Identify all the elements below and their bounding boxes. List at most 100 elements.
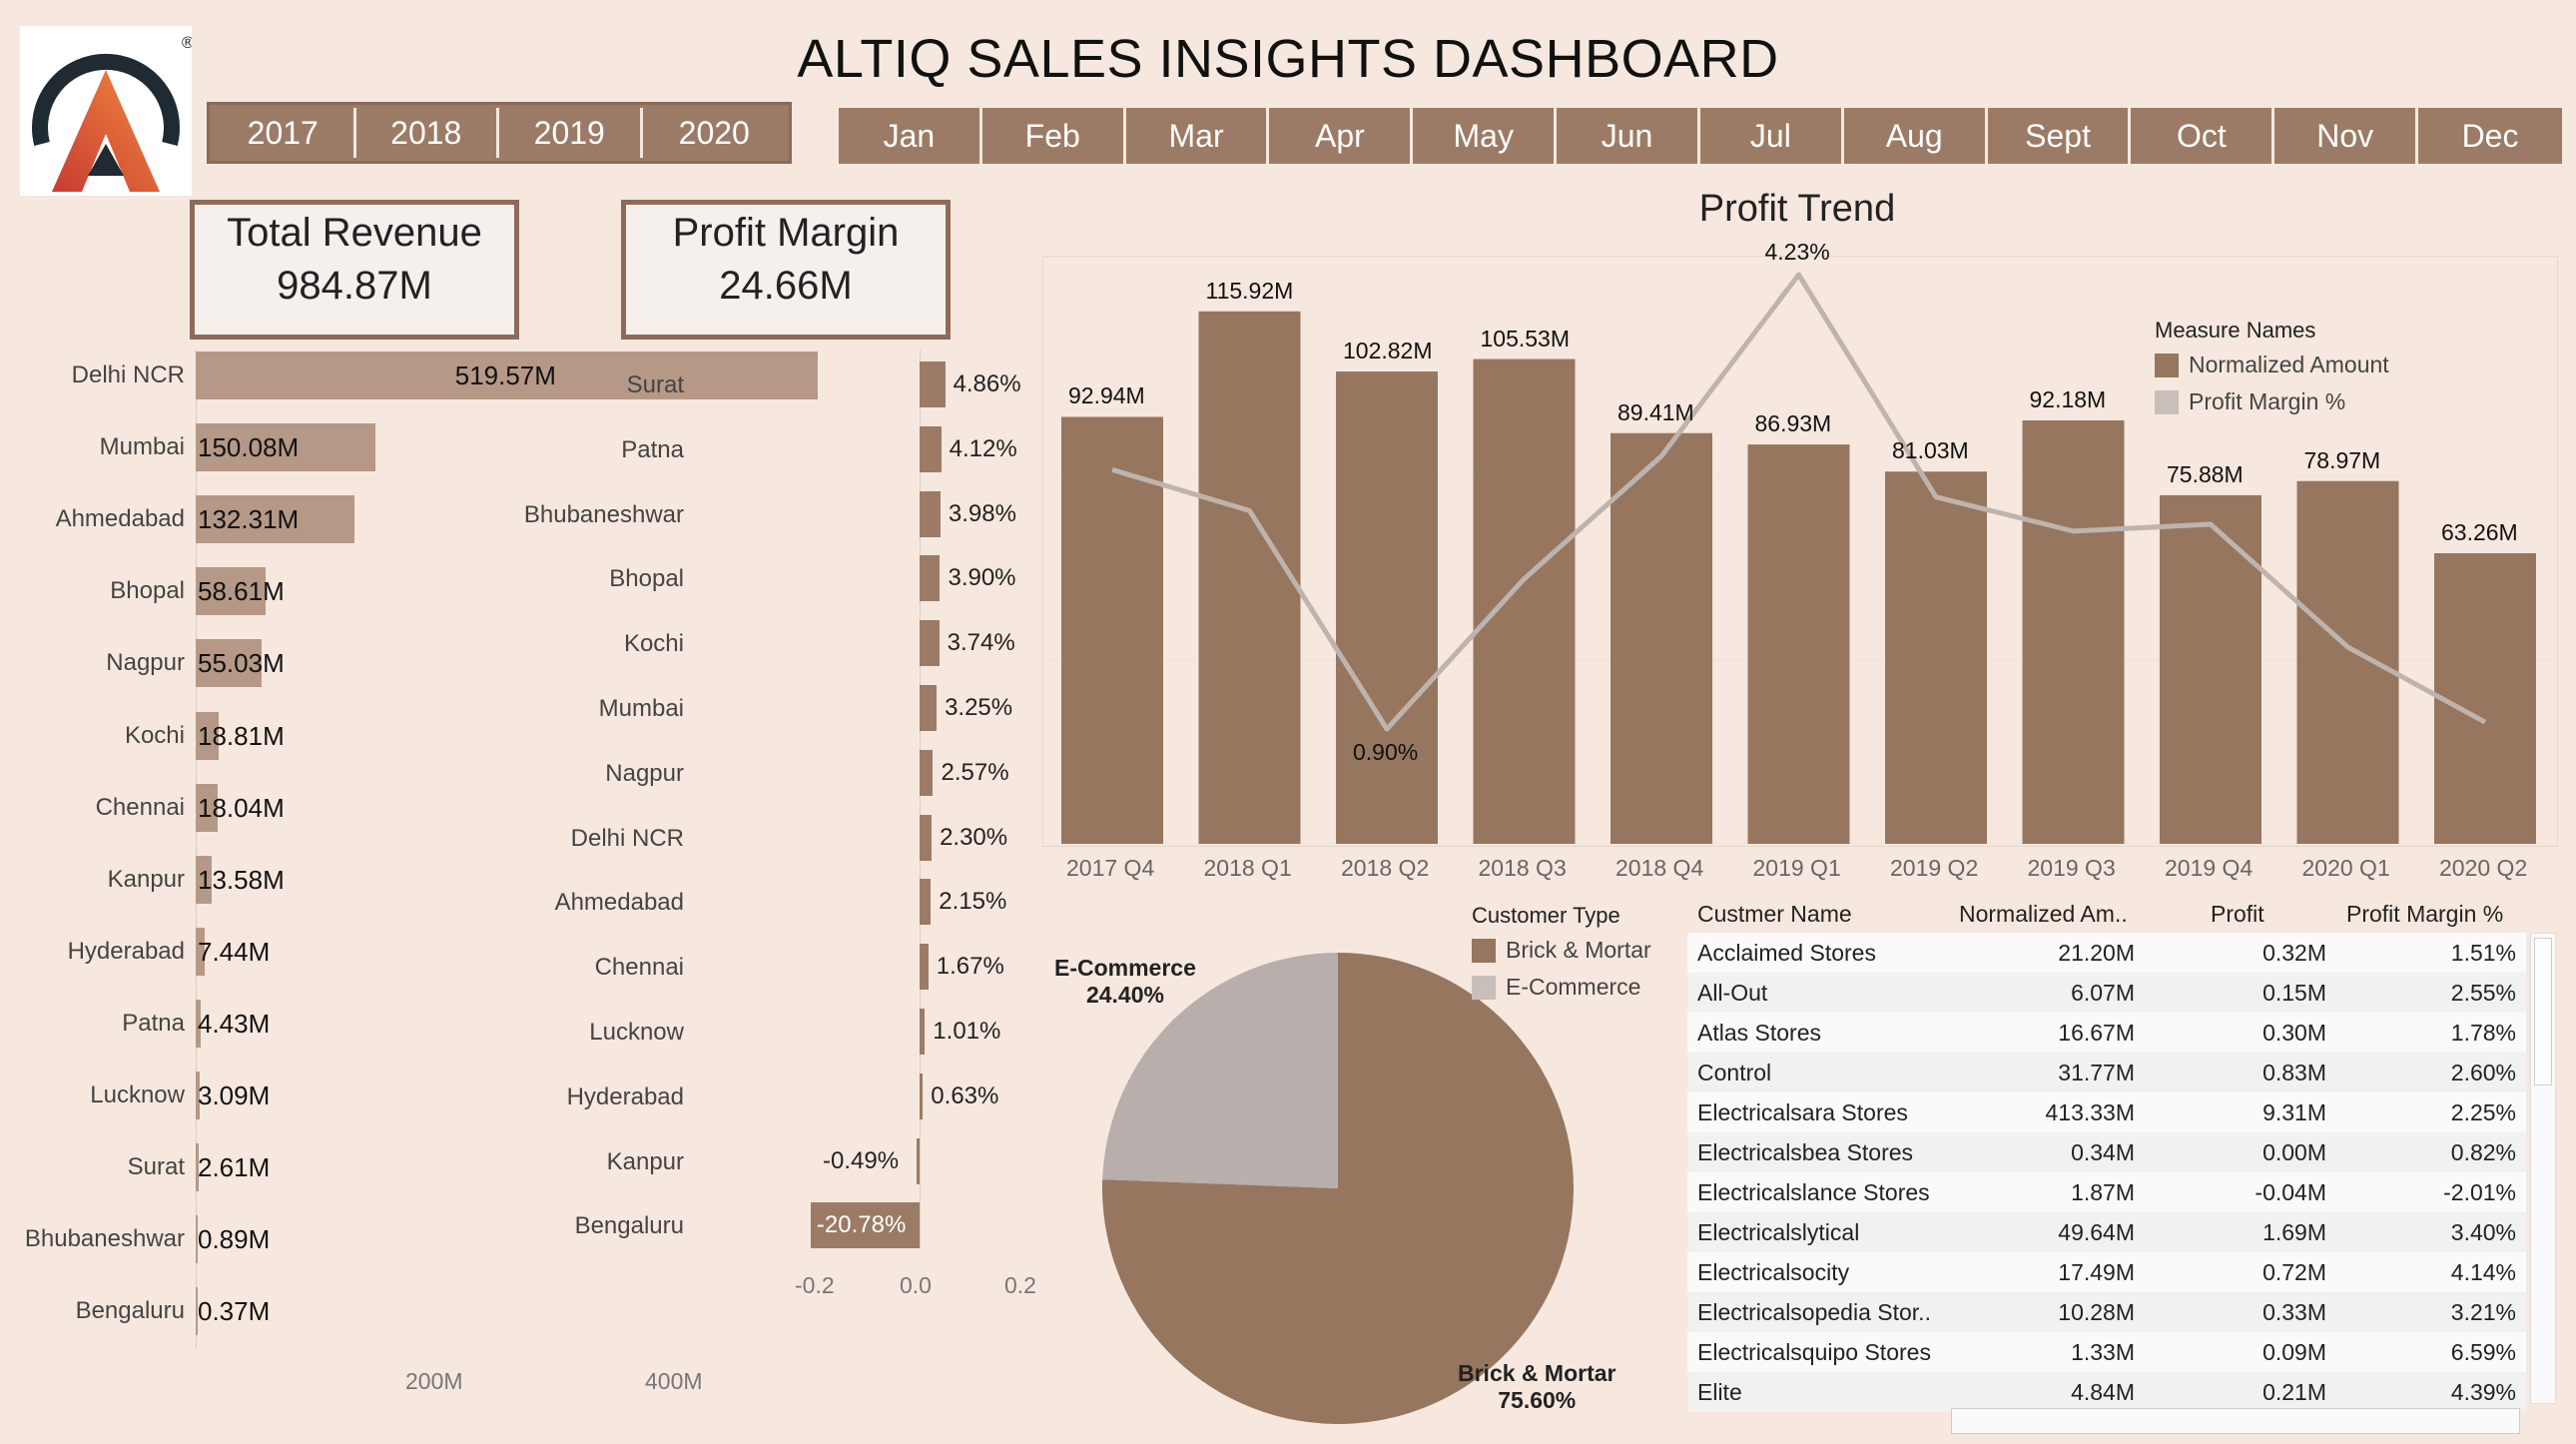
year-filter-2018[interactable]: 2018 [355, 108, 499, 158]
revenue-market-name: Patna [122, 1009, 185, 1037]
revenue-bar[interactable] [196, 495, 354, 544]
cell-customer-name: Control [1697, 1060, 1772, 1085]
revenue-market-name: Delhi NCR [71, 361, 185, 388]
trend-x-tick: 2019 Q3 [2027, 855, 2116, 881]
month-filter-dec[interactable]: Dec [2418, 108, 2562, 164]
table-row[interactable]: Electricalsara Stores 413.33M 9.31M 2.25% [1687, 1092, 2526, 1132]
trend-bar[interactable] [2160, 494, 2261, 844]
legend-ecommerce[interactable]: E-Commerce [1472, 974, 1651, 1001]
profit-margin-point-label: 0.90% [1353, 739, 1419, 765]
margin-bar[interactable] [920, 879, 932, 926]
margin-bar[interactable] [917, 1137, 920, 1184]
cell-profit: 0.83M [2262, 1060, 2326, 1085]
table-row[interactable]: Elite 4.84M 0.21M 4.39% [1687, 1372, 2526, 1412]
trend-bar[interactable] [2434, 553, 2536, 844]
revenue-bar[interactable] [196, 352, 819, 399]
margin-bar[interactable] [920, 555, 941, 602]
trend-bar[interactable] [1473, 359, 1576, 844]
trend-bar-label: 105.53M [1480, 325, 1571, 352]
margin-bar[interactable] [920, 425, 942, 472]
trend-bar-label: 115.92M [1205, 277, 1294, 304]
revenue-bar[interactable] [196, 711, 219, 760]
margin-bar[interactable] [920, 685, 938, 731]
col-profit-margin[interactable]: Profit Margin % [2346, 901, 2504, 927]
trend-bar-label: 78.97M [2303, 446, 2381, 473]
trend-bar-label: 81.03M [1892, 437, 1969, 464]
margin-bar[interactable] [920, 620, 940, 667]
month-filter-mar[interactable]: Mar [1125, 108, 1270, 164]
col-normalized-amount[interactable]: Normalized Am.. [1959, 901, 2128, 927]
margin-bar[interactable] [920, 361, 946, 407]
month-filter-apr[interactable]: Apr [1269, 108, 1414, 164]
table-row[interactable]: Atlas Stores 16.67M 0.30M 1.78% [1687, 1013, 2526, 1053]
revenue-bar[interactable] [196, 999, 202, 1048]
cell-profit-margin: -2.01% [2443, 1179, 2516, 1205]
month-filter-oct[interactable]: Oct [2131, 108, 2275, 164]
margin-bar[interactable] [920, 490, 941, 537]
table-horizontal-scrollbar[interactable] [1951, 1408, 2520, 1434]
legend-brick-mortar[interactable]: Brick & Mortar [1472, 937, 1651, 964]
table-row[interactable]: Electricalsocity 17.49M 0.72M 4.14% [1687, 1252, 2526, 1292]
pie-slice-e-commerce[interactable] [1102, 953, 1338, 1188]
table-row[interactable]: Electricalsopedia Stor.. 10.28M 0.33M 3.21% [1687, 1292, 2526, 1332]
month-filter-jan[interactable]: Jan [839, 108, 982, 164]
table-vertical-scrollbar[interactable] [2530, 933, 2556, 1404]
revenue-bar[interactable] [196, 423, 376, 472]
table-row[interactable]: Acclaimed Stores 21.20M 0.32M 1.51% [1687, 933, 2526, 973]
trend-bar[interactable] [1610, 432, 1712, 844]
trend-bar[interactable] [1885, 471, 1987, 844]
revenue-bar[interactable] [196, 639, 263, 688]
cell-profit: 1.69M [2262, 1219, 2326, 1245]
trend-bar[interactable] [2022, 419, 2125, 844]
cell-customer-name: Atlas Stores [1697, 1020, 1821, 1046]
year-filter-2019[interactable]: 2019 [499, 108, 643, 158]
table-row[interactable]: Electricalsquipo Stores 1.33M 0.09M 6.59% [1687, 1332, 2526, 1372]
revenue-bar[interactable] [196, 567, 267, 616]
trend-bar[interactable] [1336, 371, 1438, 844]
revenue-market-name: Hyderabad [67, 937, 185, 965]
revenue-bar[interactable] [196, 1072, 200, 1119]
col-profit[interactable]: Profit [2211, 901, 2264, 927]
profit-margin-line[interactable] [1111, 272, 2487, 732]
cell-profit: 0.00M [2262, 1139, 2326, 1165]
month-filter-aug[interactable]: Aug [1843, 108, 1988, 164]
month-filter-jun[interactable]: Jun [1557, 108, 1700, 164]
year-filter-2020[interactable]: 2020 [642, 108, 786, 158]
revenue-bar[interactable] [196, 1143, 200, 1192]
table-row[interactable]: Electricalslytical 49.64M 1.69M 3.40% [1687, 1212, 2526, 1252]
month-filter-feb[interactable]: Feb [981, 108, 1126, 164]
month-filter-nov[interactable]: Nov [2274, 108, 2419, 164]
month-filter-sept[interactable]: Sept [1987, 108, 2132, 164]
trend-bar[interactable] [1747, 444, 1850, 844]
dashboard-title: ALTIQ SALES INSIGHTS DASHBOARD [797, 29, 1779, 89]
margin-bar[interactable] [920, 1073, 924, 1119]
margin-bar[interactable] [810, 1202, 920, 1249]
margin-bar[interactable] [920, 814, 933, 861]
table-row[interactable]: All-Out 6.07M 0.15M 2.55% [1687, 973, 2526, 1013]
month-filter-jul[interactable]: Jul [1699, 108, 1844, 164]
trend-bar[interactable] [2296, 480, 2399, 844]
ecommerce-pie-label: E-Commerce 24.40% [1054, 955, 1196, 1008]
month-filter-may[interactable]: May [1413, 108, 1558, 164]
revenue-bar[interactable] [196, 1287, 198, 1336]
table-vertical-scroll-thumb[interactable] [2534, 938, 2552, 1085]
table-row[interactable]: Electricalsbea Stores 0.34M 0.00M 0.82% [1687, 1132, 2526, 1172]
revenue-bar[interactable] [196, 1215, 198, 1264]
table-row[interactable]: Control 31.77M 0.83M 2.60% [1687, 1053, 2526, 1092]
revenue-bar[interactable] [196, 927, 205, 976]
cell-profit: 9.31M [2262, 1099, 2326, 1125]
legend-profit-margin[interactable]: Profit Margin % [2155, 388, 2389, 415]
trend-bar[interactable] [1198, 311, 1301, 844]
trend-bar[interactable] [1061, 416, 1163, 844]
cell-normalized-amount: 16.67M [2058, 1020, 2135, 1046]
table-row[interactable]: Electricalslance Stores 1.87M -0.04M -2.01% [1687, 1172, 2526, 1212]
margin-bar[interactable] [920, 1009, 926, 1055]
margin-bar[interactable] [920, 749, 934, 796]
year-filter-2017[interactable]: 2017 [213, 108, 356, 158]
margin-bar[interactable] [920, 944, 929, 991]
revenue-bar[interactable] [196, 783, 218, 832]
col-customer-name[interactable]: Custmer Name [1697, 901, 1852, 927]
legend-normalized-amount[interactable]: Normalized Amount [2155, 352, 2389, 378]
revenue-bar[interactable] [196, 855, 213, 904]
revenue-market-name: Lucknow [90, 1082, 185, 1108]
